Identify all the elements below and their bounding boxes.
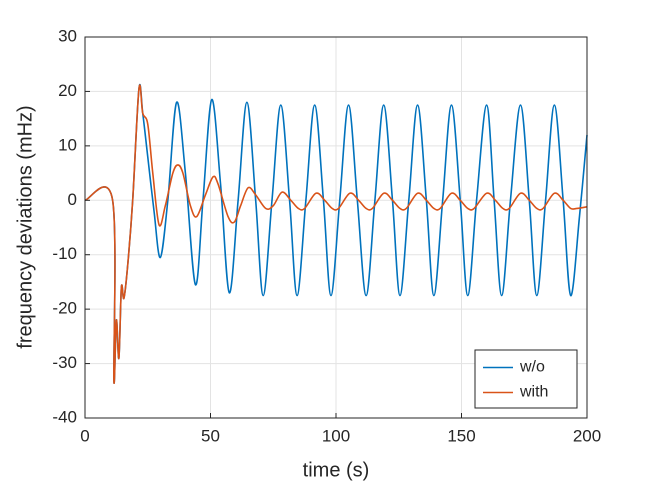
y-tick-label: -30 bbox=[52, 353, 77, 372]
x-tick-label: 200 bbox=[573, 426, 601, 445]
legend: w/o with bbox=[474, 349, 578, 409]
y-tick-label: -40 bbox=[52, 407, 77, 426]
y-tick-label: -20 bbox=[52, 299, 77, 318]
y-tick-label: -10 bbox=[52, 244, 77, 263]
y-axis-label: frequency deviations (mHz) bbox=[14, 105, 36, 348]
y-tick-label: 20 bbox=[58, 81, 77, 100]
y-tick-label: 10 bbox=[58, 135, 77, 154]
plot-lines bbox=[84, 84, 588, 384]
legend-label: with bbox=[519, 384, 548, 401]
ticks: 0 50 100 150 200 -40 -30 -20 -10 0 10 20 30 bbox=[52, 26, 601, 445]
data-line bbox=[84, 84, 588, 384]
y-tick-label: 30 bbox=[58, 26, 77, 45]
x-axis-label: time (s) bbox=[303, 459, 370, 481]
x-tick-label: 150 bbox=[447, 426, 475, 445]
x-tick-label: 50 bbox=[201, 426, 220, 445]
x-tick-label: 0 bbox=[80, 426, 89, 445]
x-tick-label: 100 bbox=[322, 426, 350, 445]
data-line bbox=[84, 84, 588, 384]
y-tick-label: 0 bbox=[68, 190, 77, 209]
legend-box bbox=[474, 349, 578, 409]
legend-label: w/o bbox=[519, 359, 545, 376]
